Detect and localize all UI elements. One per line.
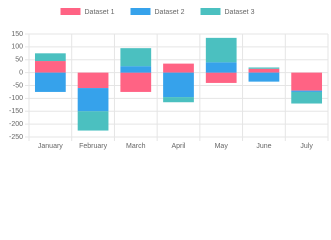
bar	[34, 53, 66, 62]
bar	[34, 72, 66, 92]
bar	[34, 61, 66, 73]
legend-label: Dataset 1	[85, 9, 115, 16]
x-tick-label: March	[126, 143, 146, 150]
bar	[163, 63, 194, 73]
y-tick-label: -50	[13, 82, 23, 89]
x-tick-label: July	[300, 143, 313, 150]
legend-swatch	[200, 8, 221, 15]
bar	[291, 91, 323, 104]
bar	[120, 72, 152, 92]
bar	[205, 72, 237, 83]
bar	[205, 37, 237, 63]
bar	[248, 67, 280, 69]
x-tick-label: April	[171, 143, 185, 150]
legend-label: Dataset 3	[225, 9, 255, 16]
y-tick-label: 50	[15, 57, 23, 64]
bar	[77, 88, 109, 112]
bar	[291, 72, 323, 91]
bar	[163, 72, 194, 98]
bar	[120, 66, 152, 73]
x-tick-label: February	[79, 143, 108, 150]
legend-swatch	[130, 8, 151, 15]
bar	[205, 62, 237, 73]
y-tick-label: 100	[11, 44, 23, 51]
bar	[248, 68, 280, 73]
bar	[77, 72, 109, 89]
x-tick-label: May	[215, 143, 229, 150]
bar	[77, 111, 109, 131]
y-tick-label: -100	[9, 95, 23, 102]
y-tick-label: 150	[11, 31, 23, 38]
bar	[120, 48, 152, 67]
x-tick-label: June	[256, 143, 271, 150]
bar	[163, 97, 194, 103]
bar	[248, 72, 280, 82]
legend-swatch	[60, 8, 81, 15]
y-tick-label: -150	[9, 108, 23, 115]
y-tick-label: -200	[9, 121, 23, 128]
bar	[291, 90, 323, 92]
y-tick-label: 0	[19, 69, 23, 76]
legend-label: Dataset 2	[155, 9, 185, 16]
chart: Dataset 1 Dataset 2 Dataset 3 -250 -200 -150 -…	[9, 8, 329, 150]
y-tick-label: -250	[9, 134, 23, 141]
x-tick-label: January	[38, 143, 63, 150]
